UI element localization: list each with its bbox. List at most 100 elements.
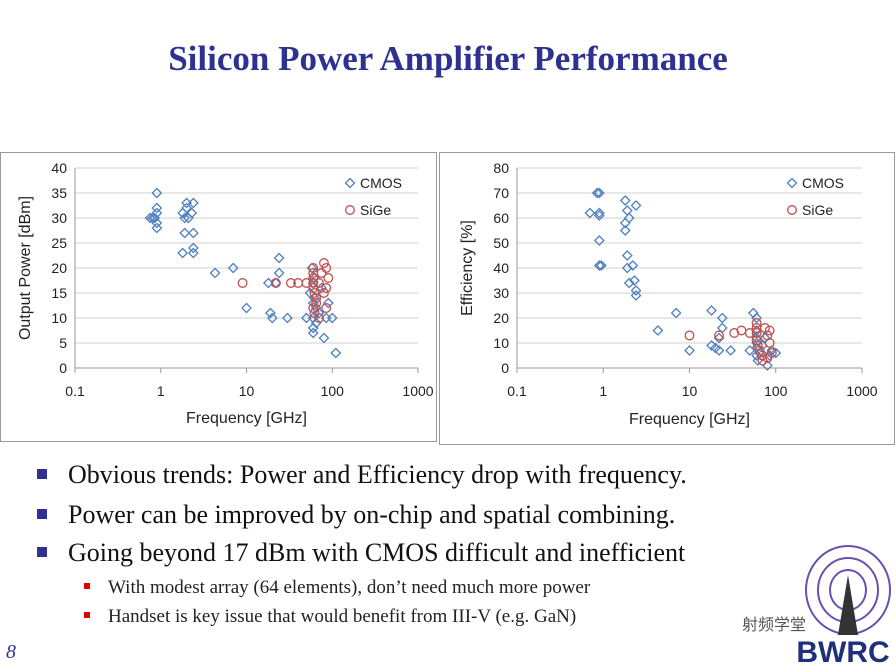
point: [308, 283, 319, 293]
legend-marker: [344, 177, 356, 189]
point: [770, 347, 782, 359]
point: [321, 303, 332, 313]
point: [706, 305, 717, 316]
x-tick-label: 100: [764, 383, 788, 399]
point: [751, 328, 762, 338]
point: [186, 207, 198, 219]
y-tick-label: 20: [51, 260, 67, 276]
point: [670, 307, 682, 319]
bullets: Obvious trends: Power and Efficiency dro…: [37, 460, 687, 627]
point: [179, 227, 191, 239]
bullet-marker: [37, 509, 47, 519]
legend-marker: [786, 177, 798, 189]
point: [623, 277, 635, 289]
point: [273, 252, 285, 264]
point: [237, 278, 248, 288]
point: [311, 293, 322, 303]
point: [273, 267, 285, 279]
point: [151, 222, 163, 234]
bullet-marker: [37, 469, 47, 479]
point: [751, 318, 762, 328]
x-tick-label: 1000: [846, 383, 877, 399]
y-axis-title: Efficiency [%]: [459, 220, 476, 316]
x-axis-title: Frequency [GHz]: [186, 410, 307, 427]
point: [318, 332, 330, 344]
point: [181, 202, 192, 214]
point: [713, 345, 725, 356]
y-tick-label: 50: [493, 235, 509, 251]
point: [187, 227, 199, 239]
y-tick-label: 5: [59, 335, 67, 351]
y-tick-label: 70: [493, 185, 509, 201]
point: [621, 262, 633, 274]
point: [151, 217, 163, 229]
point: [187, 242, 199, 254]
point: [151, 207, 163, 219]
x-tick-label: 0.1: [507, 383, 527, 399]
chart-frame: [0, 152, 437, 442]
point: [144, 212, 156, 224]
point: [593, 187, 605, 199]
bullet-marker: [37, 547, 47, 557]
logo-tower: [838, 575, 858, 635]
point: [314, 278, 324, 288]
point: [757, 355, 768, 366]
sub-bullet: With modest array (64 elements), don’t n…: [108, 577, 591, 598]
point: [187, 197, 199, 209]
bullet: Power can be improved by on-chip and spa…: [68, 500, 675, 529]
point: [308, 273, 319, 283]
point: [619, 225, 631, 236]
point: [308, 303, 319, 313]
y-tick-label: 35: [51, 185, 67, 201]
point: [757, 350, 768, 361]
point: [321, 283, 332, 293]
y-tick-label: 20: [493, 310, 509, 326]
legend-label: CMOS: [802, 175, 844, 191]
bullet: Obvious trends: Power and Efficiency dro…: [68, 460, 687, 489]
point: [684, 330, 695, 341]
point: [591, 187, 603, 199]
chart-frame: [439, 152, 895, 445]
y-tick-label: 0: [59, 360, 67, 376]
point: [321, 263, 332, 273]
point: [307, 327, 319, 339]
bullet: Going beyond 17 dBm with CMOS difficult …: [68, 538, 686, 567]
y-tick-label: 0: [501, 360, 509, 376]
legend-marker: [345, 205, 355, 215]
legend-label: CMOS: [360, 175, 402, 191]
y-tick-label: 30: [493, 285, 509, 301]
point: [716, 312, 728, 324]
point: [627, 260, 639, 271]
point: [227, 262, 239, 274]
sub-bullet-marker: [84, 612, 90, 618]
point: [311, 298, 322, 308]
point: [314, 313, 324, 323]
point: [151, 187, 163, 199]
page-number: 8: [6, 641, 16, 663]
point: [308, 278, 319, 288]
point: [322, 297, 334, 309]
slide-title: Silicon Power Amplifier Performance: [168, 39, 728, 78]
legend-label: SiGe: [802, 202, 833, 218]
y-tick-label: 10: [51, 310, 67, 326]
chart: 0 10 20 30 40 50 60 70 80 0.1 1 10 100 1000 Frequency …: [459, 160, 878, 428]
point: [754, 345, 765, 356]
point: [766, 348, 777, 358]
point: [751, 350, 763, 361]
point: [751, 325, 763, 336]
y-tick-label: 30: [51, 210, 67, 226]
legend-marker: [787, 205, 797, 215]
point: [264, 307, 276, 319]
point: [593, 235, 605, 246]
point: [729, 328, 740, 338]
x-tick-label: 1: [599, 383, 607, 399]
point: [323, 273, 334, 283]
sub-bullet-marker: [84, 583, 90, 589]
point: [177, 247, 189, 259]
point: [307, 322, 319, 334]
x-tick-label: 10: [239, 383, 255, 399]
x-axis-title: Frequency [GHz]: [629, 411, 750, 428]
point: [630, 290, 642, 301]
y-tick-label: 60: [493, 210, 509, 226]
